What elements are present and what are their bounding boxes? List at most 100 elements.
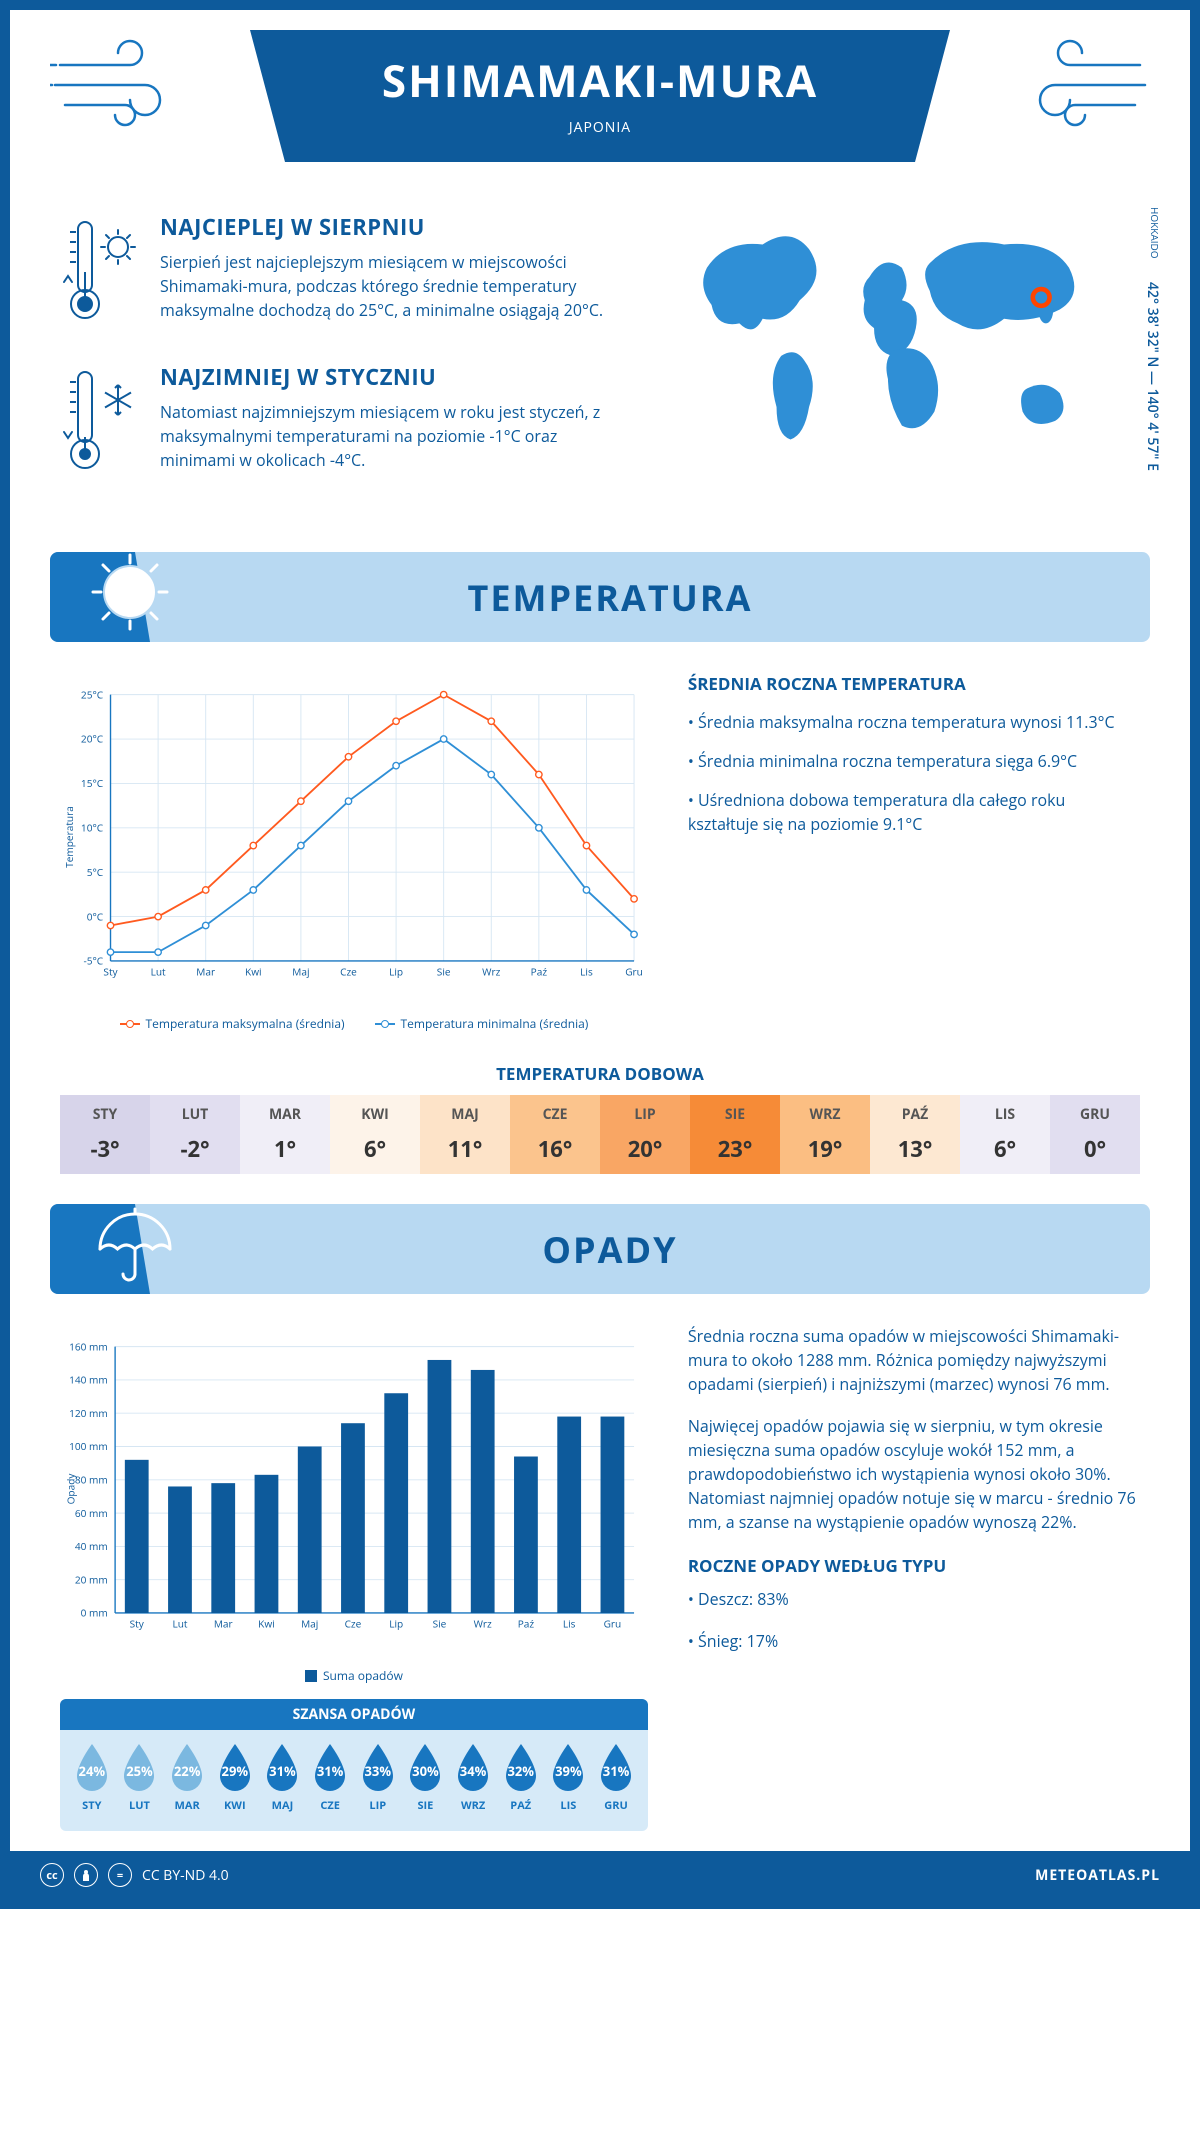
precipitation-chart: 0 mm20 mm40 mm60 mm80 mm100 mm120 mm140 … <box>60 1324 648 1654</box>
svg-text:10°C: 10°C <box>81 820 104 834</box>
footer: cc = CC BY-ND 4.0 METEOATLAS.PL <box>10 1851 1190 1899</box>
precip-legend-label: Suma opadów <box>323 1667 403 1684</box>
svg-text:Maj: Maj <box>292 965 309 979</box>
site-label: METEOATLAS.PL <box>1035 1866 1160 1885</box>
svg-text:Cze: Cze <box>345 1617 362 1631</box>
chance-percent: 31% <box>603 1762 630 1780</box>
daily-temp-value: 23° <box>690 1134 780 1164</box>
daily-month-label: KWI <box>330 1105 420 1124</box>
svg-text:5°C: 5°C <box>87 865 104 879</box>
license-label: CC BY-ND 4.0 <box>142 1866 229 1885</box>
precipitation-text: Średnia roczna suma opadów w miejscowośc… <box>688 1324 1140 1831</box>
svg-text:40 mm: 40 mm <box>75 1539 108 1553</box>
svg-text:Gru: Gru <box>604 1617 622 1631</box>
legend-min-label: Temperatura minimalna (średnia) <box>401 1015 589 1032</box>
svg-text:Lut: Lut <box>151 965 166 979</box>
chance-month-label: MAR <box>163 1798 211 1813</box>
daily-temp-cell: GRU 0° <box>1050 1095 1140 1174</box>
daily-month-label: LUT <box>150 1105 240 1124</box>
chance-percent: 32% <box>507 1762 534 1780</box>
daily-month-label: LIP <box>600 1105 690 1124</box>
svg-text:Wrz: Wrz <box>482 965 500 979</box>
by-icon <box>74 1863 98 1887</box>
precip-para-1: Średnia roczna suma opadów w miejscowośc… <box>688 1324 1140 1396</box>
header: SHIMAMAKI-MURA JAPONIA <box>10 10 1190 182</box>
svg-text:Lut: Lut <box>172 1617 187 1631</box>
chance-month-label: LUT <box>116 1798 164 1813</box>
world-map-block: HOKKAIDO 42° 38' 32" N — 140° 4' 57" E <box>645 212 1140 512</box>
daily-temp-value: 0° <box>1050 1134 1140 1164</box>
precip-type-bullet: • Deszcz: 83% <box>688 1587 1140 1611</box>
svg-text:Sie: Sie <box>437 965 451 979</box>
svg-text:0°C: 0°C <box>87 909 104 923</box>
raindrop-icon: 32% <box>500 1742 542 1794</box>
chance-percent: 30% <box>412 1762 439 1780</box>
cc-icon: cc <box>40 1863 64 1887</box>
svg-text:Mar: Mar <box>196 965 215 979</box>
daily-temp-value: -2° <box>150 1134 240 1164</box>
svg-text:160 mm: 160 mm <box>69 1339 108 1353</box>
warmest-text: Sierpień jest najcieplejszym miesiącem w… <box>160 250 605 322</box>
precipitation-body: 0 mm20 mm40 mm60 mm80 mm100 mm120 mm140 … <box>10 1294 1190 1851</box>
svg-text:Wrz: Wrz <box>474 1617 492 1631</box>
chance-month-label: PAŹ <box>497 1798 545 1813</box>
daily-month-label: GRU <box>1050 1105 1140 1124</box>
daily-temp-cell: SIE23° <box>690 1095 780 1174</box>
chance-item: 39% LIS <box>545 1742 593 1813</box>
raindrop-icon: 31% <box>261 1742 303 1794</box>
daily-temp-value: 20° <box>600 1134 690 1164</box>
temperature-title: TEMPERATURA <box>70 573 1150 622</box>
raindrop-icon: 39% <box>547 1742 589 1794</box>
summary-row: NAJCIEPLEJ W SIERPNIU Sierpień jest najc… <box>10 182 1190 532</box>
temperature-info: ŚREDNIA ROCZNA TEMPERATURA • Średnia mak… <box>688 672 1140 1032</box>
daily-temp-value: 11° <box>420 1134 510 1164</box>
daily-temp-value: 6° <box>330 1134 420 1164</box>
daily-temp-cell: MAJ11° <box>420 1095 510 1174</box>
raindrop-icon: 22% <box>166 1742 208 1794</box>
umbrella-icon <box>85 1199 175 1289</box>
daily-temp-cell: KWI 6° <box>330 1095 420 1174</box>
chance-item: 33% LIP <box>354 1742 402 1813</box>
chance-month-label: MAJ <box>259 1798 307 1813</box>
chance-item: 34% WRZ <box>449 1742 497 1813</box>
svg-text:80 mm: 80 mm <box>75 1472 108 1486</box>
chance-percent: 29% <box>222 1762 249 1780</box>
temp-legend: Temperatura maksymalna (średnia) Tempera… <box>60 1015 648 1032</box>
chance-item: 31% MAJ <box>259 1742 307 1813</box>
daily-temp-cell: MAR1° <box>240 1095 330 1174</box>
chance-percent: 31% <box>317 1762 344 1780</box>
precip-chance-box: SZANSA OPADÓW 24% STY 25% LUT 22% MAR 29… <box>60 1699 648 1831</box>
chance-item: 22% MAR <box>163 1742 211 1813</box>
raindrop-icon: 31% <box>595 1742 637 1794</box>
chance-percent: 24% <box>79 1762 106 1780</box>
temp-info-bullet: • Średnia maksymalna roczna temperatura … <box>688 710 1140 734</box>
svg-text:Lis: Lis <box>580 965 593 979</box>
precip-type-heading: ROCZNE OPADY WEDŁUG TYPU <box>688 1554 1140 1577</box>
svg-text:20 mm: 20 mm <box>75 1572 108 1586</box>
chance-heading: SZANSA OPADÓW <box>60 1699 648 1730</box>
temperature-body: -5°C0°C5°C10°C15°C20°C25°CStyLutMarKwiMa… <box>10 642 1190 1052</box>
temperature-section-header: TEMPERATURA <box>50 552 1150 642</box>
daily-month-label: WRZ <box>780 1105 870 1124</box>
chance-month-label: GRU <box>592 1798 640 1813</box>
svg-text:120 mm: 120 mm <box>69 1406 108 1420</box>
coldest-text: Natomiast najzimniejszym miesiącem w rok… <box>160 400 605 472</box>
chance-item: 29% KWI <box>211 1742 259 1813</box>
daily-month-label: PAŹ <box>870 1105 960 1124</box>
chance-month-label: CZE <box>306 1798 354 1813</box>
temp-info-bullet: • Średnia minimalna roczna temperatura s… <box>688 749 1140 773</box>
chance-item: 31% GRU <box>592 1742 640 1813</box>
daily-month-label: CZE <box>510 1105 600 1124</box>
precipitation-title: OPADY <box>70 1225 1150 1274</box>
chance-percent: 33% <box>364 1762 391 1780</box>
thermometer-sun-icon <box>60 212 140 337</box>
raindrop-icon: 34% <box>452 1742 494 1794</box>
daily-month-label: STY <box>60 1105 150 1124</box>
svg-text:100 mm: 100 mm <box>69 1439 108 1453</box>
daily-temp-cell: STY-3° <box>60 1095 150 1174</box>
precip-para-2: Najwięcej opadów pojawia się w sierpniu,… <box>688 1414 1140 1534</box>
chance-month-label: STY <box>68 1798 116 1813</box>
country-label: JAPONIA <box>350 118 850 137</box>
warmest-heading: NAJCIEPLEJ W SIERPNIU <box>160 212 605 242</box>
daily-temp-cell: LUT -2° <box>150 1095 240 1174</box>
